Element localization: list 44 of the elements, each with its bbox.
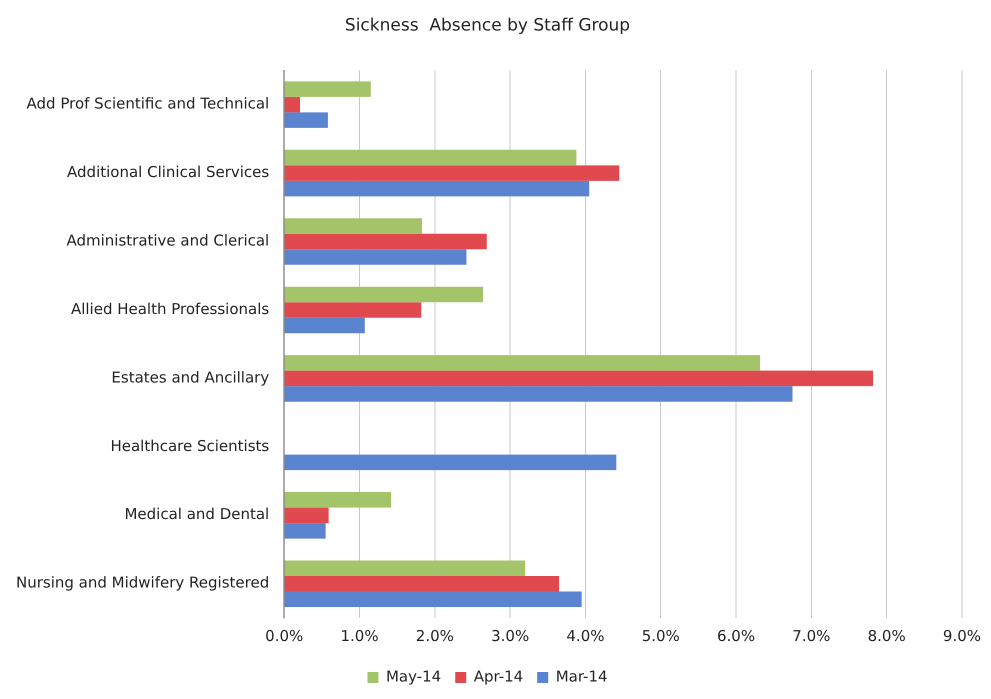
x-tick-label: 2.0% bbox=[416, 626, 454, 645]
bar bbox=[284, 592, 582, 608]
x-tick-label: 1.0% bbox=[340, 626, 379, 645]
bar bbox=[284, 180, 590, 196]
x-tick-label: 8.0% bbox=[868, 626, 906, 645]
bar bbox=[284, 302, 422, 318]
x-tick-label: 6.0% bbox=[716, 626, 756, 645]
bar bbox=[284, 508, 329, 524]
x-tick-label: 9.0% bbox=[942, 626, 981, 645]
y-tick-label: Medical and Dental bbox=[124, 505, 270, 524]
legend-label: Mar-14 bbox=[556, 667, 608, 686]
bar bbox=[284, 576, 560, 592]
y-tick-label: Add Prof Scientific and Technical bbox=[26, 94, 270, 113]
y-tick-label: Additional Clinical Services bbox=[67, 162, 270, 181]
bar bbox=[284, 234, 487, 250]
bar bbox=[284, 454, 616, 470]
y-tick-label: Allied Health Professionals bbox=[70, 300, 270, 318]
bar bbox=[284, 370, 874, 386]
x-tick-label: 5.0% bbox=[642, 626, 680, 645]
bar bbox=[284, 81, 371, 97]
bar bbox=[284, 318, 365, 334]
bar bbox=[284, 150, 576, 166]
y-tick-label: Healthcare Scientists bbox=[110, 436, 270, 455]
bar bbox=[284, 112, 328, 128]
bar bbox=[284, 96, 300, 112]
x-tick-label: 4.0% bbox=[566, 626, 604, 645]
bar bbox=[284, 165, 620, 181]
bar bbox=[284, 286, 484, 302]
bar bbox=[284, 355, 760, 371]
x-tick-label: 0.0% bbox=[265, 626, 304, 645]
bar bbox=[284, 492, 392, 508]
chart-title: Sickness Absence by Staff Group bbox=[344, 16, 630, 36]
bar bbox=[284, 218, 422, 234]
x-tick-label: 3.0% bbox=[491, 626, 530, 645]
x-tick-label: 7.0% bbox=[792, 626, 830, 645]
legend-label: Apr-14 bbox=[474, 667, 524, 686]
y-tick-label: Nursing and Midwifery Registered bbox=[16, 574, 270, 592]
bar bbox=[284, 560, 526, 576]
bar bbox=[284, 249, 466, 265]
legend-label: May-14 bbox=[386, 667, 442, 686]
y-tick-label: Estates and Ancillary bbox=[111, 368, 270, 386]
bar bbox=[284, 386, 793, 402]
y-tick-label: Administrative and Clerical bbox=[66, 231, 270, 250]
bar bbox=[284, 523, 326, 539]
